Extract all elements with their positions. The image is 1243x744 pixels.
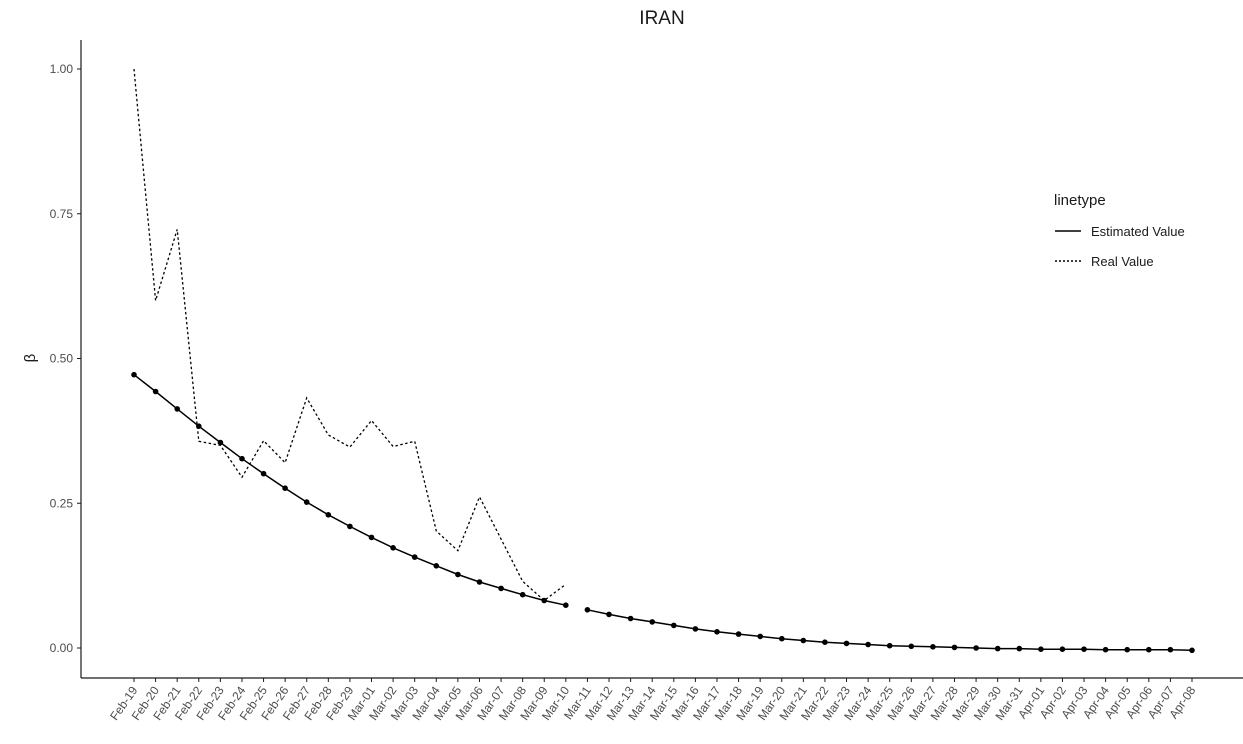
data-point-estimated [908,643,915,650]
data-point-estimated [455,571,461,578]
data-point-estimated [282,485,288,492]
y-tick-label: 0.50 [50,352,74,366]
data-point-estimated [1167,646,1174,653]
data-point-estimated [779,635,785,642]
series-line-estimated-value-1 [133,374,566,606]
x-ticks: Feb-19Feb-20Feb-21Feb-22Feb-23Feb-24Feb-… [107,678,1199,723]
data-point-estimated [606,611,612,618]
data-point-estimated [584,607,591,613]
data-point-estimated [325,512,332,518]
data-point-estimated [865,641,871,648]
data-point-estimated [1059,646,1066,652]
legend-title: linetype [1054,192,1106,209]
data-point-estimated [498,585,504,592]
y-axis-label: β [22,353,39,362]
data-point-estimated [843,640,850,647]
data-point-estimated [1016,645,1023,652]
data-point-estimated [627,615,634,622]
series-layer [131,68,1195,654]
data-point-estimated [1081,646,1087,652]
data-point-estimated [1038,646,1044,652]
y-tick-label: 1.00 [50,62,74,76]
data-point-estimated [714,629,720,635]
chart-title: IRAN [639,8,684,29]
data-point-estimated [757,633,763,640]
data-point-estimated [951,644,958,651]
data-point-estimated [822,639,828,645]
data-point-estimated [1102,646,1109,653]
data-point-estimated [994,645,1001,652]
data-point-estimated [433,563,440,569]
data-point-estimated [476,579,483,585]
data-point-estimated [131,371,137,378]
legend-label-real: Real Value [1091,254,1154,269]
data-point-estimated [174,406,180,412]
data-point-estimated [239,455,245,462]
data-point-estimated [1189,647,1195,654]
data-point-estimated [411,554,418,560]
data-point-estimated [735,631,742,637]
data-point-estimated [1146,646,1152,653]
y-ticks: 0.00 0.25 0.50 0.75 1.00 [50,62,81,655]
data-point-estimated [303,499,310,505]
data-point-estimated [347,523,353,530]
data-point-estimated [800,637,807,644]
data-point-estimated [390,545,396,551]
legend-label-estimated: Estimated Value [1091,224,1185,239]
data-point-estimated [886,642,893,649]
series-line-real-value [133,68,567,602]
legend: linetype Estimated Value Real Value [1054,192,1185,269]
data-point-estimated [930,644,936,650]
data-point-estimated [1124,646,1130,653]
data-point-estimated [519,591,526,598]
data-point-estimated [217,439,224,446]
y-tick-label: 0.25 [50,496,74,510]
data-point-estimated [368,534,375,541]
data-point-estimated [671,622,677,629]
y-tick-label: 0.00 [50,641,74,655]
data-point-estimated [563,602,569,608]
data-point-estimated [692,626,699,632]
data-point-estimated [152,388,159,395]
data-point-estimated [196,423,202,430]
data-point-estimated [260,470,267,477]
data-point-estimated [541,597,547,604]
data-point-estimated [649,619,655,625]
data-point-estimated [973,645,979,651]
y-tick-label: 0.75 [50,207,74,221]
